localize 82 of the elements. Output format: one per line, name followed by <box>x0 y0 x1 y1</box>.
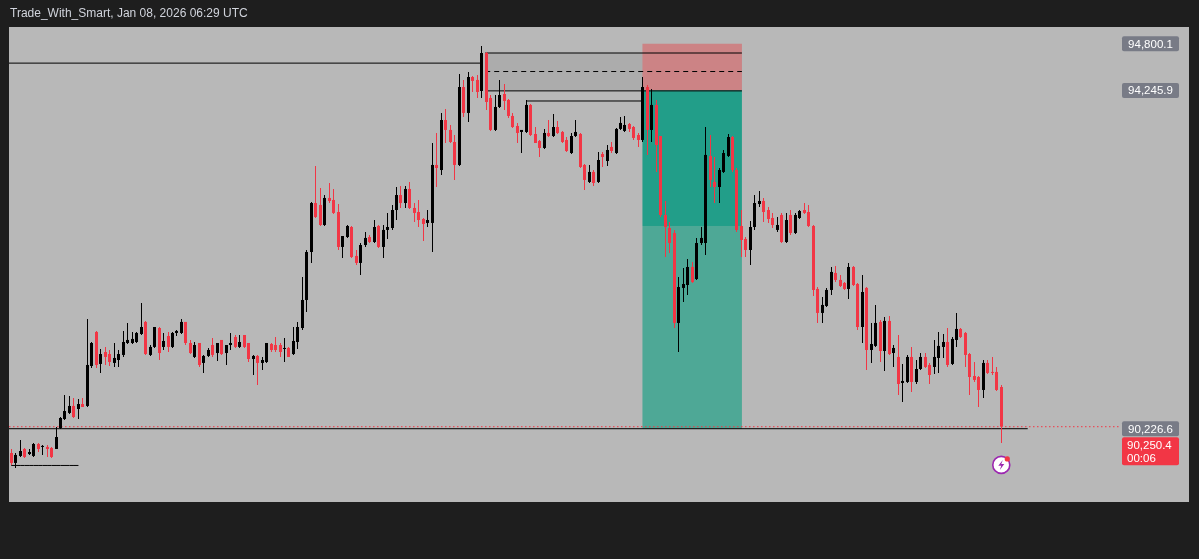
text: 00:06 <box>1127 451 1156 464</box>
candlestick <box>211 337 214 358</box>
candlestick <box>296 321 299 350</box>
candlestick <box>408 181 411 210</box>
candlestick <box>453 134 456 181</box>
candlestick <box>749 220 752 266</box>
candlestick <box>753 194 756 231</box>
candlestick <box>435 132 438 188</box>
candlestick <box>789 209 792 236</box>
candlestick <box>785 212 788 244</box>
candlestick <box>870 322 873 364</box>
candlestick <box>686 258 689 296</box>
candlestick <box>762 197 765 223</box>
candlestick <box>937 331 940 374</box>
candlestick <box>494 94 497 132</box>
candlestick <box>507 98 510 119</box>
candlestick <box>682 267 685 303</box>
candlestick <box>382 224 385 259</box>
candlestick <box>292 326 295 356</box>
candlestick <box>359 242 362 276</box>
candlestick <box>977 375 980 408</box>
candlestick <box>807 204 810 228</box>
candlestick <box>901 363 904 403</box>
candlestick <box>476 74 479 99</box>
candlestick <box>668 221 671 254</box>
candlestick <box>713 156 716 204</box>
candlestick <box>570 132 573 155</box>
y-tick-label: 94,245.9 <box>1128 84 1173 97</box>
candlestick <box>413 202 416 223</box>
candlestick <box>373 219 376 244</box>
candlestick <box>72 397 75 419</box>
candlestick <box>422 217 425 242</box>
candlestick <box>847 262 850 300</box>
candlestick <box>395 186 398 221</box>
candlestick <box>122 330 125 358</box>
candlestick <box>167 331 170 353</box>
y-tick-label: 90,226.6 <box>1128 422 1173 435</box>
candlestick <box>691 261 694 284</box>
candlestick <box>391 204 394 231</box>
candlestick <box>417 199 420 228</box>
candlestick <box>77 398 80 420</box>
candlestick <box>597 151 600 184</box>
candlestick <box>942 333 945 359</box>
candlestick <box>946 327 949 368</box>
chart-title: Trade_With_Smart, Jan 08, 2026 06:29 UTC <box>10 6 249 20</box>
candlestick <box>319 187 322 227</box>
candlestick <box>283 337 286 363</box>
candlestick <box>99 348 102 374</box>
candlestick <box>140 302 143 336</box>
candlestick <box>915 359 918 385</box>
candlestick <box>252 354 255 376</box>
candlestick <box>113 342 116 368</box>
candlestick <box>202 354 205 374</box>
candlestick <box>444 108 447 144</box>
candlestick <box>892 344 895 368</box>
candlestick <box>552 113 555 138</box>
candlestick <box>874 304 877 348</box>
candlestick <box>449 124 452 144</box>
candlestick <box>404 185 407 209</box>
candlestick <box>399 185 402 209</box>
candlestick <box>794 212 797 235</box>
candlestick <box>516 122 519 144</box>
y-tick-label: 94,800.1 <box>1128 37 1173 50</box>
candlestick <box>104 346 107 366</box>
candlestick <box>606 144 609 167</box>
candlestick <box>740 209 743 258</box>
candlestick <box>933 339 936 375</box>
candlestick <box>727 133 730 158</box>
candlestick <box>41 444 44 456</box>
candlestick <box>664 200 667 258</box>
candlestick <box>332 188 335 215</box>
candlestick <box>995 366 998 392</box>
candlestick <box>543 128 546 150</box>
candlestick <box>588 164 591 184</box>
candlestick <box>256 354 259 386</box>
candlestick <box>709 134 712 188</box>
candlestick <box>198 342 201 368</box>
candlestick <box>386 212 389 240</box>
ref-line-label: 90,250.4 <box>1127 438 1173 451</box>
candlestick <box>314 165 317 219</box>
candlestick <box>377 224 380 249</box>
candlestick <box>830 266 833 296</box>
